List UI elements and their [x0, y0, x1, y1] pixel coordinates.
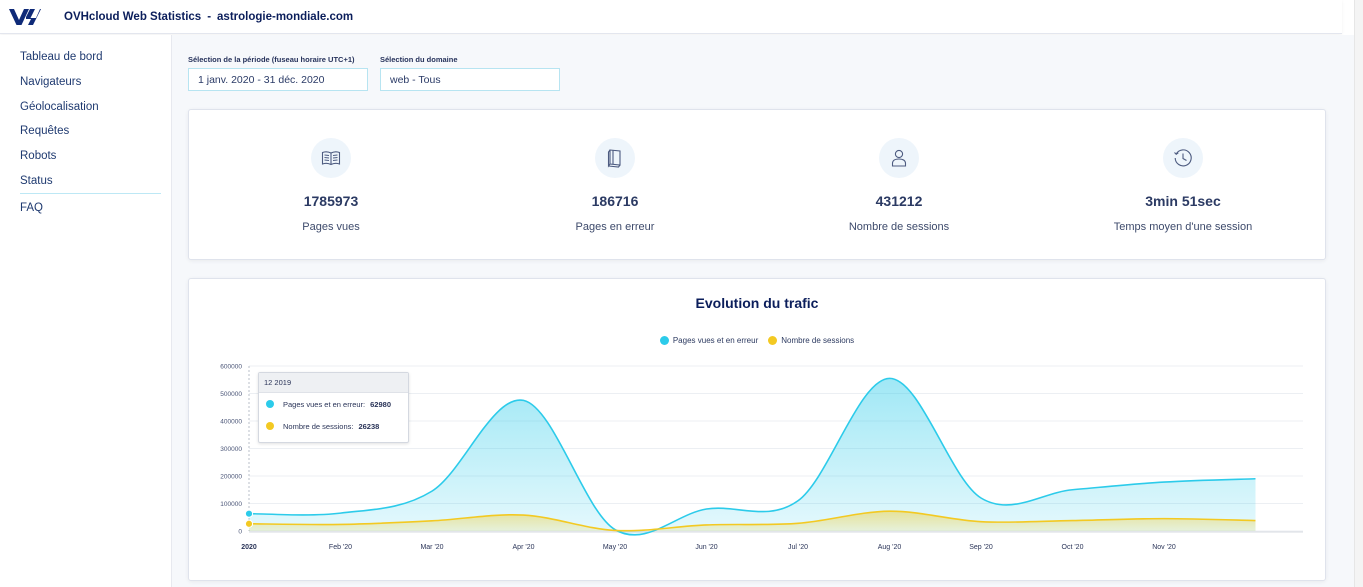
tooltip-header: 12 2019 [259, 373, 408, 393]
stat-label: Temps moyen d'une session [1113, 221, 1253, 233]
y-tick-label: 500000 [220, 391, 242, 398]
legend-label-sessions: Nombre de sessions [781, 336, 855, 345]
chart-title: Evolution du trafic [695, 295, 819, 311]
x-tick-label: 2020 [241, 544, 257, 551]
stats-card: 1785973 Pages vues 186716 Pages en erreu… [188, 109, 1326, 260]
tooltip-row-sessions: Nombre de sessions: 26238 [259, 415, 408, 437]
x-tick-label: Sep '20 [969, 544, 993, 551]
y-tick-label: 600000 [220, 364, 242, 371]
y-tick-label: 200000 [220, 474, 242, 481]
stat-label: Nombre de sessions [848, 221, 950, 233]
stat-value: 3min 51sec [1145, 193, 1221, 209]
book-closed-icon [595, 138, 635, 178]
series-line-1 [248, 510, 1256, 532]
x-tick-label: Oct '20 [1062, 544, 1084, 551]
tooltip-label-pages: Pages vues et en erreur: [283, 399, 366, 409]
period-input[interactable]: 1 janv. 2020 - 31 déc. 2020 [188, 68, 368, 91]
stat-value: 186716 [591, 193, 639, 209]
title-separator: - [207, 10, 212, 23]
tooltip-dot-pages [266, 400, 274, 408]
stat-nombre-de-sessions: 431212 Nombre de sessions [757, 110, 1041, 259]
sidebar-divider [20, 192, 161, 194]
y-tick-label: 100000 [220, 501, 242, 508]
stat-value: 1785973 [303, 193, 359, 209]
sidebar-item-navigateurs[interactable]: Navigateurs [20, 75, 82, 88]
tooltip-dot-sessions [266, 422, 274, 430]
series-area-1 [249, 511, 1256, 531]
y-tick-label: 400000 [220, 419, 242, 426]
sidebar-item-faq[interactable]: FAQ [20, 201, 44, 214]
sidebar-item-tableau-de-bord[interactable]: Tableau de bord [20, 51, 103, 63]
app-title: OVHcloud Web Statistics [64, 10, 202, 23]
sidebar-item-robots[interactable]: Robots [20, 150, 57, 163]
stat-label: Pages en erreur [575, 221, 655, 233]
sidebar-item-status[interactable]: Status [20, 174, 53, 187]
main-content: Sélection de la période (fuseau horaire … [172, 35, 1354, 587]
data-point-0 [244, 509, 254, 518]
period-label: Sélection de la période (fuseau horaire … [188, 55, 355, 64]
app-domain: astrologie-mondiale.com [217, 10, 354, 23]
logo-mark [9, 8, 41, 25]
domain-label: Sélection du domaine [380, 55, 458, 64]
series-area-0 [249, 378, 1256, 535]
x-tick-label: Nov '20 [1152, 544, 1176, 551]
legend-item-pages[interactable]: Pages vues et en erreur [659, 336, 759, 345]
chart-tooltip: 12 2019 Pages vues et en erreur: 62980 N… [258, 372, 409, 443]
filters: Sélection de la période (fuseau horaire … [188, 55, 560, 91]
traffic-chart-card: 0 100000 200000 300000 400000 500000 600000 202… [188, 278, 1326, 581]
chart-legend: Pages vues et en erreur Nombre de sessio… [189, 336, 1325, 345]
user-icon [879, 138, 919, 178]
domain-select[interactable]: web - Tous [380, 68, 560, 91]
legend-dot-pages [659, 336, 669, 345]
sidebar-item-geolocalisation[interactable]: Géolocalisation [20, 100, 99, 113]
series-line-0 [248, 377, 1256, 536]
tooltip-row-pages: Pages vues et en erreur: 62980 [259, 393, 408, 415]
page-scrollbar[interactable] [1354, 0, 1363, 587]
x-tick-label: Jul '20 [788, 544, 808, 551]
x-tick-label: Feb '20 [329, 544, 352, 551]
x-tick-label: Apr '20 [513, 544, 535, 551]
stat-label: Pages vues [302, 221, 360, 233]
tooltip-label-sessions: Nombre de sessions: [283, 421, 354, 431]
stat-temps-moyen: 3min 51sec Temps moyen d'une session [1041, 110, 1325, 259]
stat-pages-en-erreur: 186716 Pages en erreur [473, 110, 757, 259]
legend-dot-sessions [768, 336, 778, 345]
clock-icon [1163, 138, 1203, 178]
top-bar: OVHcloud Web Statistics - astrologie-mon… [0, 0, 1342, 34]
stat-value: 431212 [875, 193, 923, 209]
sidebar: Tableau de bord Navigateurs Géolocalisat… [0, 35, 172, 587]
x-tick-label: May '20 [603, 544, 627, 551]
traffic-chart[interactable]: 0 100000 200000 300000 400000 500000 600000 202… [189, 279, 1327, 582]
data-point-1 [244, 519, 254, 528]
sidebar-item-requetes[interactable]: Requêtes [20, 125, 70, 138]
domain-filter: Sélection du domaine web - Tous [380, 55, 560, 91]
y-tick-label: 300000 [220, 446, 242, 453]
legend-label-pages: Pages vues et en erreur [672, 336, 759, 345]
x-tick-label: Aug '20 [878, 544, 902, 551]
legend-item-sessions[interactable]: Nombre de sessions [768, 336, 854, 345]
y-tick-label: 0 [238, 529, 242, 536]
book-icon [311, 138, 351, 178]
period-filter: Sélection de la période (fuseau horaire … [188, 55, 368, 91]
x-tick-label: Jun '20 [695, 544, 717, 551]
ovhcloud-logo[interactable] [8, 6, 42, 28]
stat-pages-vues: 1785973 Pages vues [189, 110, 473, 259]
tooltip-value-pages: 62980 [370, 399, 391, 409]
x-tick-label: Mar '20 [420, 544, 443, 551]
tooltip-value-sessions: 26238 [358, 421, 380, 431]
